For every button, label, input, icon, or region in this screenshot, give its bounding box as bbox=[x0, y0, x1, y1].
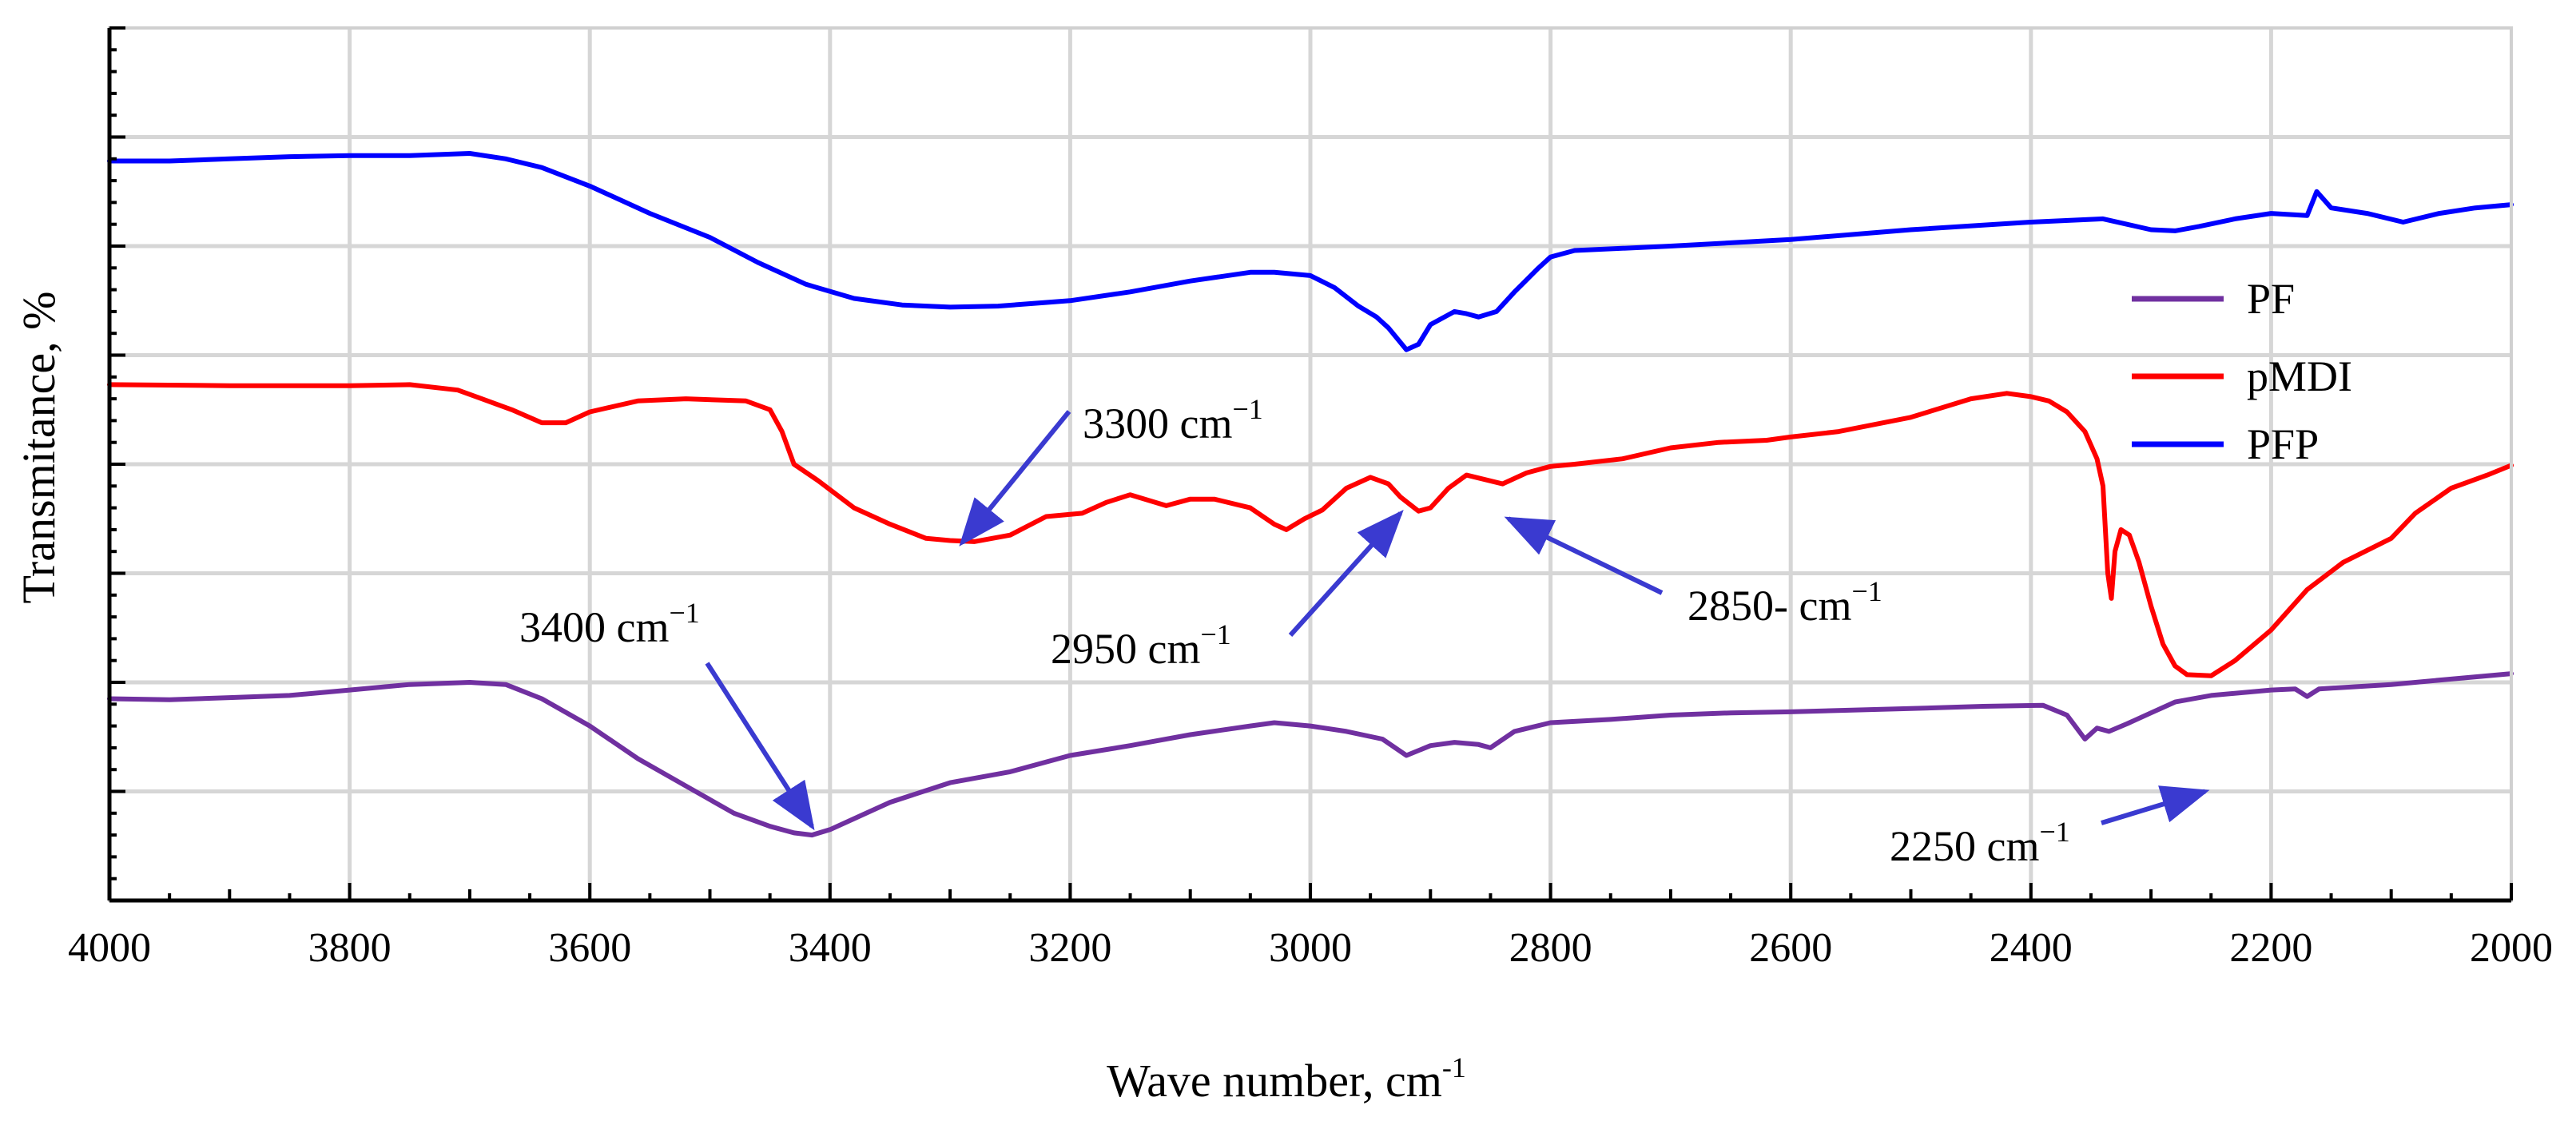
series-line-pfp bbox=[107, 151, 2514, 352]
annotation-label: 2850- cm−1 bbox=[1688, 575, 1882, 630]
annotation-arrow bbox=[1504, 516, 1664, 595]
x-tick-label: 2800 bbox=[1509, 925, 1592, 971]
legend-label-pfp: PFP bbox=[2247, 420, 2319, 468]
x-tick-label: 4000 bbox=[68, 925, 151, 971]
x-axis-title: Wave number, cm-1 bbox=[1107, 1051, 1466, 1107]
series-line-pf bbox=[107, 671, 2514, 838]
annotation-label: 2250 cm−1 bbox=[1890, 816, 2070, 870]
x-tick-label: 3200 bbox=[1028, 925, 1111, 971]
x-tick-label: 2200 bbox=[2229, 925, 2312, 971]
grid bbox=[109, 28, 2511, 900]
annotation-arrow bbox=[959, 410, 1071, 547]
annotation-label: 3400 cm−1 bbox=[519, 597, 700, 651]
x-tick-label: 3400 bbox=[789, 925, 872, 971]
annotation-label: 3300 cm−1 bbox=[1083, 393, 1263, 447]
legend: PF pMDI PFP bbox=[2132, 275, 2352, 468]
x-tick-label: 2600 bbox=[1749, 925, 1832, 971]
series-line-pmdi bbox=[107, 382, 2514, 678]
x-tick-label: 3800 bbox=[308, 925, 392, 971]
annotations: 3300 cm−1 2950 cm−1 2850- cm−1 3400 cm−1 225… bbox=[519, 393, 2210, 870]
x-tick-label: 2000 bbox=[2470, 925, 2553, 971]
annotation-arrow bbox=[2101, 785, 2210, 825]
x-tick-label: 3600 bbox=[548, 925, 631, 971]
annotation-label: 2950 cm−1 bbox=[1051, 618, 1231, 673]
y-axis-title: Transmitance, % bbox=[13, 292, 65, 604]
x-tick-label: 3000 bbox=[1269, 925, 1352, 971]
axes: 4000 3800 3600 3400 3200 3000 2800 2600 2400 2200… bbox=[68, 26, 2553, 971]
annotation-arrow bbox=[1288, 509, 1404, 638]
legend-label-pmdi: pMDI bbox=[2247, 352, 2352, 400]
annotation-arrow bbox=[705, 662, 815, 831]
x-tick-label: 2400 bbox=[1990, 925, 2073, 971]
series-layer bbox=[107, 151, 2514, 838]
legend-label-pf: PF bbox=[2247, 275, 2295, 323]
